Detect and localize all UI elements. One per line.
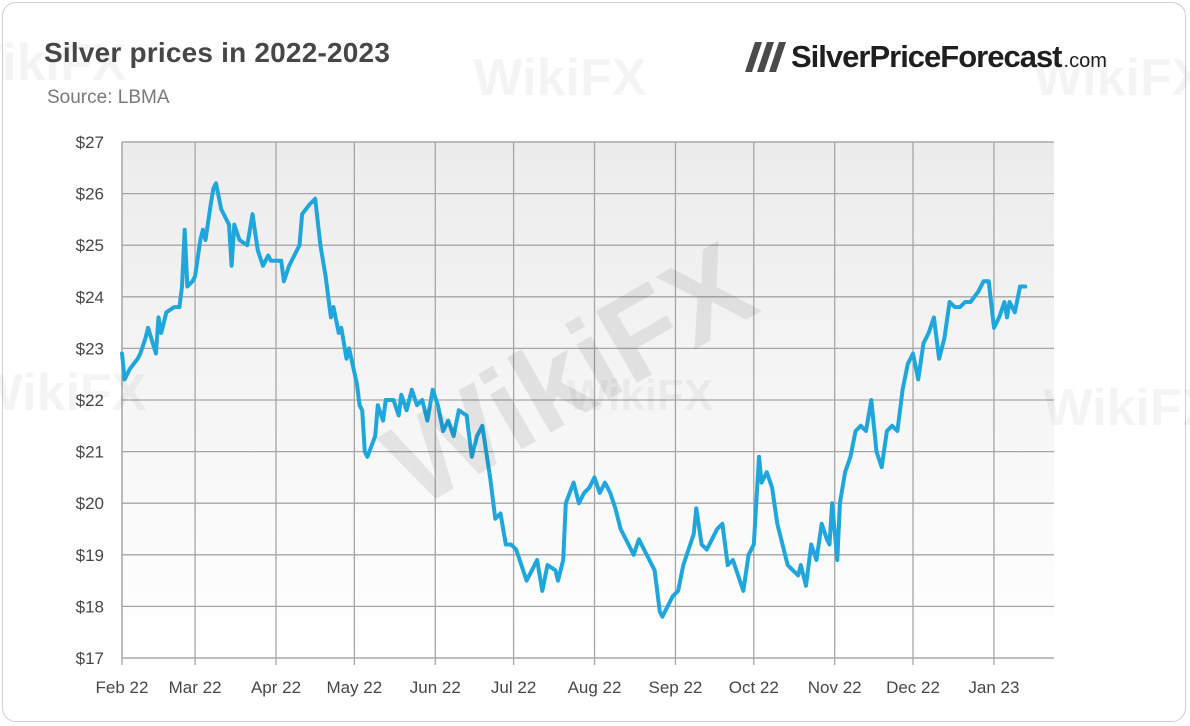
x-tick-label: Sep 22 xyxy=(649,678,703,697)
watermark-text: WikiFX xyxy=(567,371,713,420)
y-tick-label: $26 xyxy=(76,185,104,204)
x-tick-label: Apr 22 xyxy=(251,678,301,697)
x-tick-label: Jun 22 xyxy=(410,678,461,697)
x-axis-ticks: Feb 22 Mar 22 Apr 22 May 22 Jun 22 Jul 22 Aug … xyxy=(96,658,1019,697)
y-tick-label: $23 xyxy=(76,339,104,358)
x-tick-label: May 22 xyxy=(326,678,382,697)
chart-subtitle: Source: LBMA xyxy=(47,87,170,108)
x-tick-label: Aug 22 xyxy=(568,678,622,697)
watermark-text: WikiFX xyxy=(0,364,147,422)
watermark-text: WikiFX xyxy=(1044,379,1190,437)
y-tick-label: $27 xyxy=(76,133,104,152)
x-tick-label: Jul 22 xyxy=(491,678,536,697)
x-tick-label: Dec 22 xyxy=(886,678,940,697)
watermark-text: WikiFX xyxy=(1034,49,1190,107)
slashes-icon xyxy=(745,42,786,72)
x-tick-label: Oct 22 xyxy=(729,678,779,697)
y-tick-label: $19 xyxy=(76,546,104,565)
y-tick-label: $18 xyxy=(76,597,104,616)
watermark-text: WikiFX xyxy=(0,34,127,92)
watermark-text: WikiFX xyxy=(474,49,647,107)
gridlines xyxy=(121,141,1054,659)
brand-logo: SilverPriceForecast .com xyxy=(745,39,1107,75)
brand-name: SilverPriceForecast xyxy=(791,39,1063,74)
x-tick-label: Nov 22 xyxy=(808,678,862,697)
y-axis-ticks: $17 $18 $19 $20 $21 $22 $23 $24 $25 $26 $27 xyxy=(76,133,104,668)
x-tick-label: Jan 23 xyxy=(968,678,1019,697)
x-tick-label: Feb 22 xyxy=(96,678,149,697)
series-line xyxy=(120,181,1028,619)
y-tick-label: $17 xyxy=(76,649,104,668)
brand-domain: .com xyxy=(1063,49,1107,72)
chart-title: Silver prices in 2022-2023 xyxy=(44,37,391,68)
y-tick-label: $20 xyxy=(76,494,104,513)
y-tick-label: $24 xyxy=(76,288,104,307)
y-tick-label: $21 xyxy=(76,443,104,462)
y-tick-label: $25 xyxy=(76,236,104,255)
x-tick-label: Mar 22 xyxy=(169,678,222,697)
y-tick-label: $22 xyxy=(76,391,104,410)
